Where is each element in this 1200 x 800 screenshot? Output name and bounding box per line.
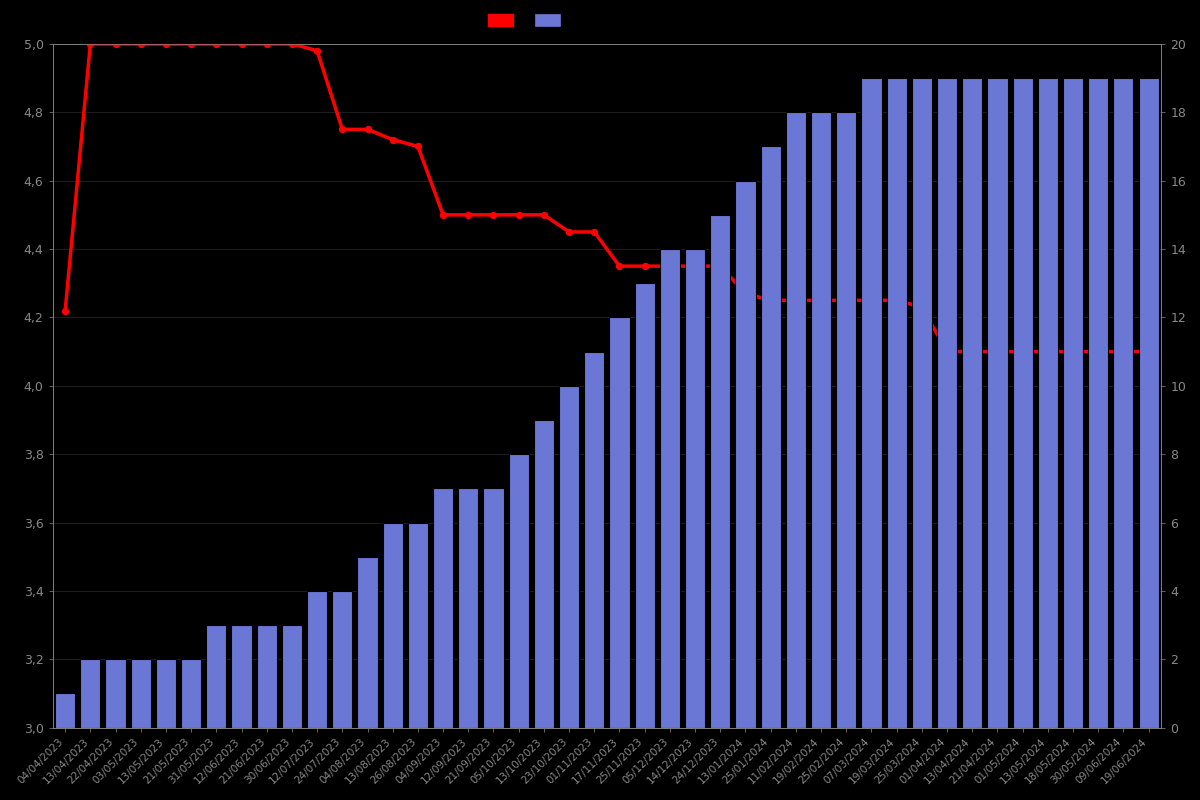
Point	[1088, 346, 1108, 358]
Legend: , : ,	[484, 10, 575, 32]
Point	[80, 38, 100, 50]
Point	[307, 44, 326, 57]
Point	[232, 38, 251, 50]
Bar	[383, 522, 403, 728]
Bar	[937, 78, 958, 728]
Bar	[988, 78, 1008, 728]
Point	[332, 123, 352, 136]
Point	[509, 209, 528, 222]
Bar	[307, 591, 328, 728]
Point	[282, 38, 301, 50]
Point	[156, 38, 175, 50]
Bar	[685, 249, 706, 728]
Bar	[1013, 78, 1033, 728]
Bar	[534, 420, 554, 728]
Bar	[1038, 78, 1058, 728]
Point	[786, 294, 805, 306]
Bar	[635, 283, 655, 728]
Bar	[962, 78, 983, 728]
Point	[358, 123, 377, 136]
Point	[106, 38, 125, 50]
Bar	[660, 249, 680, 728]
Bar	[257, 625, 277, 728]
Bar	[811, 112, 832, 728]
Bar	[408, 522, 428, 728]
Bar	[736, 181, 756, 728]
Bar	[131, 659, 151, 728]
Bar	[282, 625, 302, 728]
Point	[1038, 346, 1057, 358]
Point	[635, 260, 654, 273]
Bar	[912, 78, 932, 728]
Bar	[433, 488, 454, 728]
Bar	[484, 488, 504, 728]
Point	[937, 346, 956, 358]
Bar	[1139, 78, 1159, 728]
Point	[710, 260, 730, 273]
Point	[1114, 346, 1133, 358]
Point	[584, 226, 604, 238]
Bar	[206, 625, 227, 728]
Point	[811, 294, 830, 306]
Bar	[156, 659, 176, 728]
Point	[181, 38, 200, 50]
Point	[988, 346, 1007, 358]
Bar	[358, 557, 378, 728]
Point	[962, 346, 982, 358]
Point	[534, 209, 553, 222]
Point	[1063, 346, 1082, 358]
Bar	[610, 318, 630, 728]
Bar	[332, 591, 353, 728]
Point	[761, 294, 780, 306]
Bar	[584, 352, 605, 728]
Point	[912, 301, 931, 314]
Point	[660, 260, 679, 273]
Bar	[509, 454, 529, 728]
Bar	[1088, 78, 1109, 728]
Bar	[232, 625, 252, 728]
Bar	[761, 146, 781, 728]
Point	[1013, 346, 1032, 358]
Point	[887, 294, 906, 306]
Bar	[559, 386, 580, 728]
Bar	[181, 659, 202, 728]
Bar	[80, 659, 101, 728]
Bar	[862, 78, 882, 728]
Bar	[55, 694, 76, 728]
Point	[433, 209, 452, 222]
Bar	[836, 112, 857, 728]
Point	[1139, 346, 1158, 358]
Point	[484, 209, 503, 222]
Bar	[1114, 78, 1134, 728]
Point	[55, 304, 74, 317]
Point	[408, 140, 427, 153]
Bar	[106, 659, 126, 728]
Point	[383, 134, 402, 146]
Point	[458, 209, 478, 222]
Bar	[710, 215, 731, 728]
Bar	[1063, 78, 1084, 728]
Bar	[887, 78, 907, 728]
Point	[131, 38, 150, 50]
Point	[610, 260, 629, 273]
Point	[206, 38, 226, 50]
Point	[862, 294, 881, 306]
Bar	[786, 112, 806, 728]
Point	[559, 226, 578, 238]
Bar	[458, 488, 479, 728]
Point	[736, 287, 755, 300]
Point	[836, 294, 856, 306]
Point	[257, 38, 276, 50]
Point	[685, 260, 704, 273]
